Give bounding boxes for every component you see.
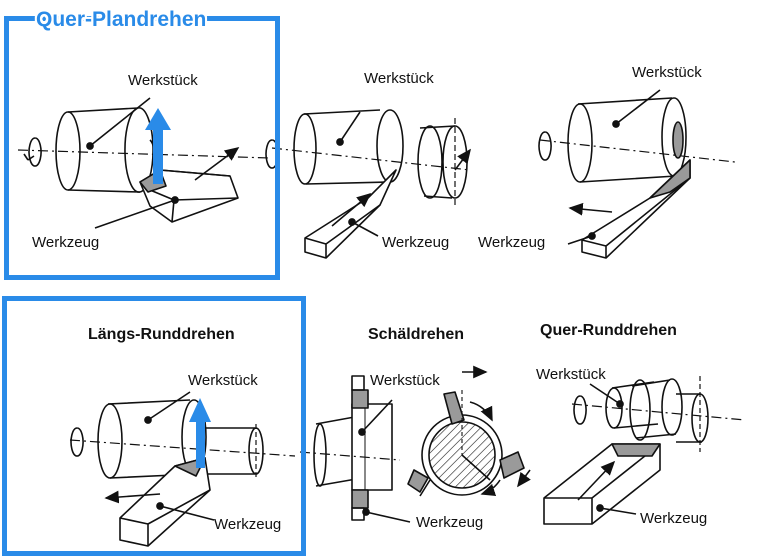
panel-title-schaeldrehen: Schäldrehen [368,326,465,343]
panel-abstechen-drawing [265,109,471,259]
label-werkzeug-p6: Werkzeug [640,510,708,527]
panel-innen-drawing [538,89,736,259]
panel-quer-plandrehen-drawing [17,97,271,229]
label-werkstueck-p3: Werkstück [632,64,702,81]
label-werkstueck-p5: Werkstück [370,372,440,389]
panel-title-quer-plandrehen: Quer-Plandrehen [36,8,207,31]
label-werkstueck-p1: Werkstück [128,72,198,89]
label-werkzeug-p5: Werkzeug [416,514,484,531]
label-werkzeug-p3: Werkzeug [478,234,546,251]
label-werkstueck-p6: Werkstück [536,366,606,383]
label-werkzeug-p1: Werkzeug [32,234,100,251]
panel-schaeldrehen-drawing [299,365,531,523]
panel-title-quer-runddrehen: Quer-Runddrehen [540,322,677,339]
feed-arrow-panel4 [189,398,211,468]
highlight-frame-top [4,16,280,280]
feed-arrow-panel1 [145,108,171,184]
label-werkzeug-p4: Werkzeug [214,516,282,533]
label-werkstueck-p4: Werkstück [188,372,258,389]
panel-quer-runddrehen-drawing [543,376,746,525]
label-werkstueck-p2: Werkstück [364,70,434,87]
panel-title-laengs-runddrehen: Längs-Runddrehen [88,326,235,343]
highlight-frame-bottom [2,296,306,556]
label-werkzeug-p2: Werkzeug [382,234,450,251]
